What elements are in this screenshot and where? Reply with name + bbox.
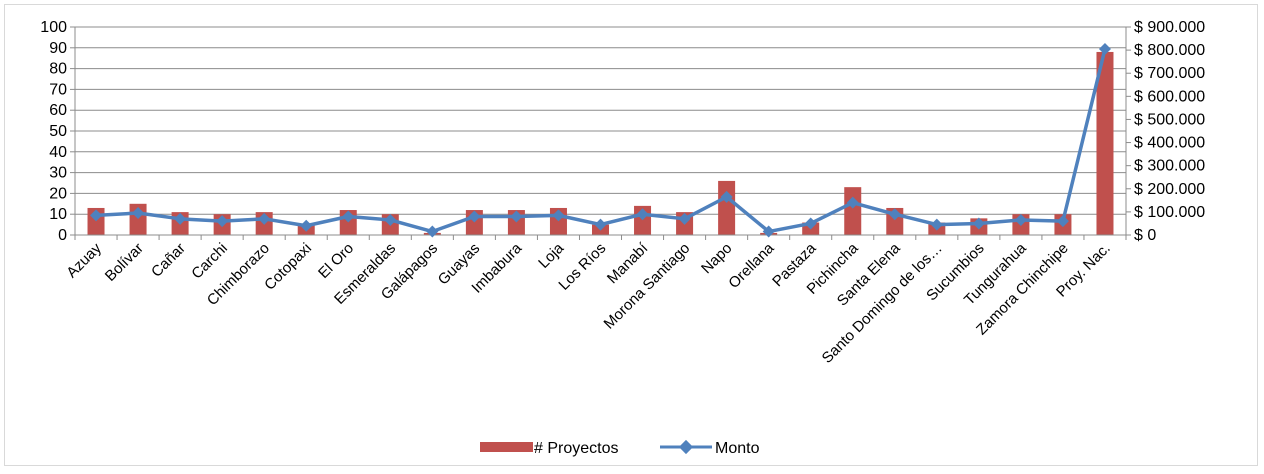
monto-point: [426, 225, 439, 238]
combo-chart: 0 10 20 30 40 50 60 70 80 90 100 $ 0 $ 100.000 $ 200…: [40, 19, 1205, 457]
monto-point: [1098, 42, 1111, 55]
monto-point: [552, 209, 565, 222]
right-tick-label: $ 900.000: [1134, 19, 1205, 36]
monto-point: [804, 217, 817, 230]
monto-line: [95, 48, 1107, 234]
left-tick-label: 60: [49, 102, 67, 119]
monto-point: [132, 207, 145, 220]
monto-point: [216, 215, 229, 228]
category-label: Orellana: [725, 239, 778, 292]
monto-point: [1056, 215, 1069, 228]
right-tick-label: $ 100.000: [1134, 204, 1205, 221]
left-tick-label: 30: [49, 165, 67, 182]
category-label: Cotopaxi: [261, 240, 315, 294]
right-tick-label: $ 300.000: [1134, 158, 1205, 175]
bar: [1096, 51, 1114, 236]
category-label: Napo: [698, 240, 735, 277]
right-tick-label: $ 400.000: [1134, 135, 1205, 152]
monto-point: [384, 213, 397, 226]
monto-point: [468, 210, 481, 223]
monto-point: [342, 210, 355, 223]
monto-point: [90, 209, 103, 222]
left-tick-label: 10: [49, 206, 67, 223]
right-tick-label: $ 200.000: [1134, 181, 1205, 198]
category-label: Cañar: [148, 240, 189, 281]
monto-point: [678, 212, 691, 225]
monto-point: [594, 218, 607, 231]
left-tick-label: 50: [49, 123, 67, 140]
legend-label-monto: Monto: [715, 440, 760, 457]
legend-marker-monto: [678, 439, 694, 455]
monto-point: [930, 218, 943, 231]
bar: [718, 180, 736, 235]
legend: # Proyectos Monto: [480, 439, 760, 457]
left-axis-ticks: 0 10 20 30 40 50 60 70 80 90 100: [40, 19, 67, 244]
legend-swatch-proyectos: [480, 442, 533, 452]
monto-point: [174, 212, 187, 225]
left-tick-label: 80: [49, 61, 67, 78]
monto-point: [972, 217, 985, 230]
monto-point: [846, 196, 859, 209]
right-axis-ticks: $ 0 $ 100.000 $ 200.000 $ 300.000 $ 400.000 $…: [1134, 19, 1205, 244]
monto-point: [1014, 213, 1027, 226]
monto-point: [636, 208, 649, 221]
category-label: Los Ríos: [555, 240, 609, 294]
axes: [70, 26, 1131, 240]
left-tick-label: 40: [49, 144, 67, 161]
left-tick-label: 70: [49, 81, 67, 98]
line-series: [90, 42, 1111, 238]
bar-series: [87, 51, 1114, 236]
right-tick-label: $ 800.000: [1134, 42, 1205, 59]
left-tick-label: 100: [40, 19, 67, 36]
legend-label-proyectos: # Proyectos: [534, 440, 618, 457]
monto-point: [888, 208, 901, 221]
category-label: Loja: [535, 239, 568, 272]
right-tick-label: $ 600.000: [1134, 88, 1205, 105]
monto-point: [258, 212, 271, 225]
monto-point: [762, 225, 775, 238]
left-tick-label: 20: [49, 185, 67, 202]
category-label: Bolívar: [102, 240, 147, 285]
gridlines: [75, 26, 1126, 236]
left-tick-label: 0: [58, 227, 67, 244]
monto-point: [300, 219, 313, 232]
right-tick-label: $ 700.000: [1134, 65, 1205, 82]
chart-area: 0 10 20 30 40 50 60 70 80 90 100 $ 0 $ 100.000 $ 200…: [4, 4, 1258, 466]
right-tick-label: $ 0: [1134, 227, 1156, 244]
bar: [844, 187, 862, 235]
category-label: Azuay: [63, 239, 105, 281]
monto-point: [720, 190, 733, 203]
right-tick-label: $ 500.000: [1134, 111, 1205, 128]
left-tick-label: 90: [49, 40, 67, 57]
